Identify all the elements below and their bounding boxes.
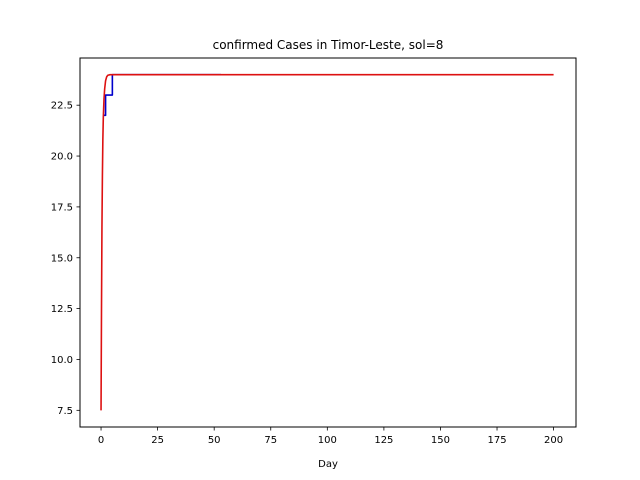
y-tick-label: 10.0: [51, 355, 73, 366]
x-axis: 0 25 50 75 100 125 150 175 200: [98, 427, 563, 446]
series-line-2: [100, 73, 554, 411]
x-axis-label: Day: [318, 459, 338, 470]
x-tick-label: 25: [151, 435, 164, 446]
y-tick-label: 15.0: [51, 253, 73, 264]
y-tick-label: 20.0: [51, 152, 73, 163]
x-tick-label: 125: [374, 435, 393, 446]
y-tick-label: 17.5: [51, 202, 73, 213]
plot-lines: [100, 73, 554, 411]
y-tick-label: 12.5: [51, 304, 73, 315]
y-axis: 7.5 10.0 12.5 15.0 17.5 20.0 22.5: [51, 101, 80, 417]
y-tick-label: 22.5: [51, 101, 73, 112]
chart-title: confirmed Cases in Timor-Leste, sol=8: [213, 38, 444, 52]
x-tick-label: 200: [544, 435, 563, 446]
x-tick-label: 50: [208, 435, 221, 446]
x-tick-label: 75: [264, 435, 277, 446]
x-tick-label: 100: [318, 435, 337, 446]
plot-area-frame: [79, 57, 577, 428]
x-tick-label: 150: [431, 435, 450, 446]
y-tick-label: 7.5: [57, 406, 73, 417]
series-line-1: [103, 73, 221, 117]
x-tick-label: 175: [487, 435, 506, 446]
x-tick-label: 0: [98, 435, 104, 446]
